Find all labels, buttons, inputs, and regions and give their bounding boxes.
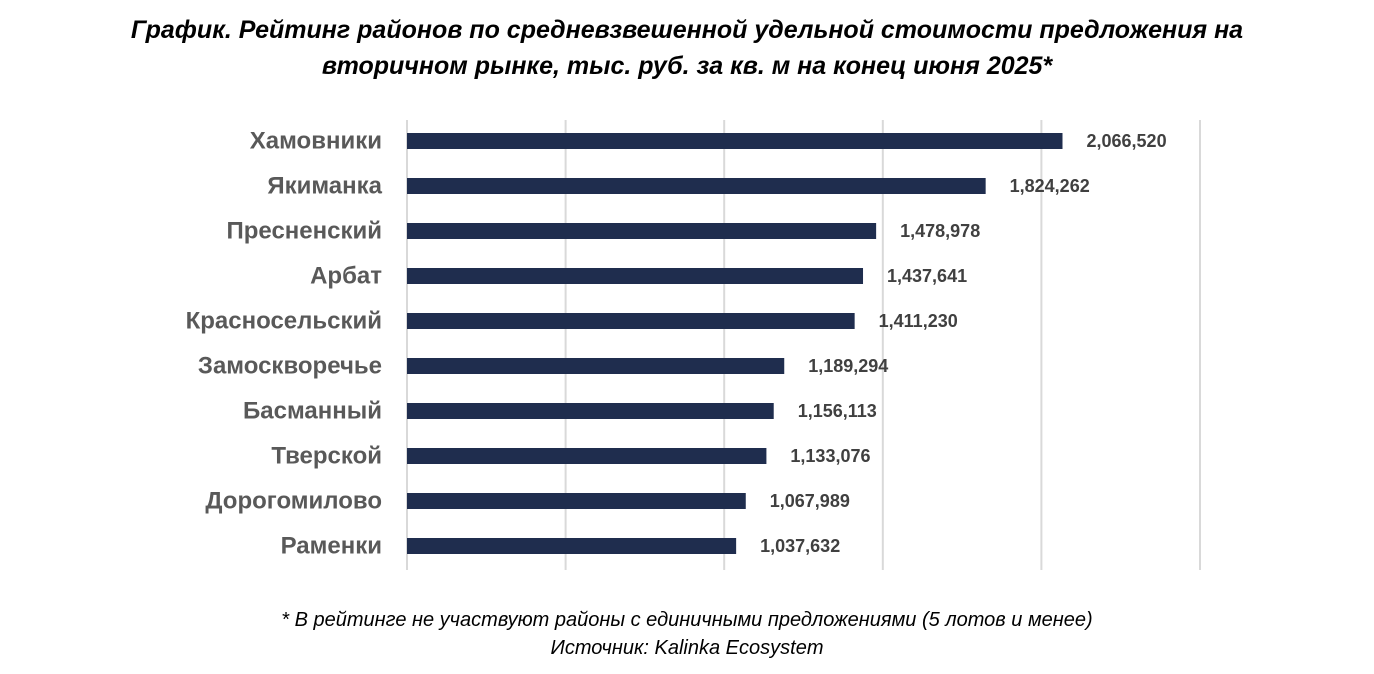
category-label: Красносельский	[186, 308, 382, 335]
category-label: Тверской	[271, 443, 382, 470]
value-label: 1,067,989	[770, 491, 850, 511]
category-label: Арбат	[310, 263, 382, 290]
category-label: Пресненский	[227, 218, 383, 245]
bar	[407, 268, 864, 284]
bar	[407, 403, 774, 419]
bar	[407, 313, 855, 329]
value-label: 1,133,076	[790, 446, 870, 466]
bar	[407, 223, 877, 239]
chart-title: График. Рейтинг районов по средневзвешен…	[0, 12, 1374, 84]
value-label: 1,411,230	[879, 311, 958, 331]
value-label: 1,156,113	[798, 401, 877, 421]
bar	[407, 133, 1063, 149]
chart-title-line-2: вторичном рынке, тыс. руб. за кв. м на к…	[321, 52, 1053, 80]
chart-title-line-1: График. Рейтинг районов по средневзвешен…	[130, 16, 1244, 44]
labels: Хамовники 2,066,520 Якиманка 1,824,262 Пресн…	[186, 128, 1167, 560]
bar	[407, 178, 986, 194]
bar	[407, 538, 737, 554]
bar	[407, 448, 767, 464]
category-label: Якиманка	[267, 173, 382, 200]
bars	[407, 133, 1063, 554]
value-label: 1,189,294	[808, 356, 888, 376]
value-label: 1,824,262	[1010, 176, 1090, 196]
value-label: 1,478,978	[900, 221, 980, 241]
category-label: Хамовники	[250, 128, 382, 155]
category-label: Раменки	[281, 533, 382, 560]
bar	[407, 493, 746, 509]
value-label: 2,066,520	[1087, 131, 1167, 151]
bar-chart: Хамовники 2,066,520 Якиманка 1,824,262 Пресн…	[186, 120, 1201, 570]
bar	[407, 358, 785, 374]
footnote: * В рейтинге не участвуют районы с едини…	[0, 606, 1374, 662]
category-label: Замоскворечье	[198, 353, 382, 380]
value-label: 1,437,641	[887, 266, 967, 286]
footnote-note: * В рейтинге не участвуют районы с едини…	[281, 609, 1093, 631]
value-label: 1,037,632	[760, 536, 840, 556]
category-label: Дорогомилово	[205, 488, 382, 515]
category-label: Басманный	[243, 398, 382, 425]
source-note: Источник: Kalinka Ecosystem	[550, 637, 824, 659]
